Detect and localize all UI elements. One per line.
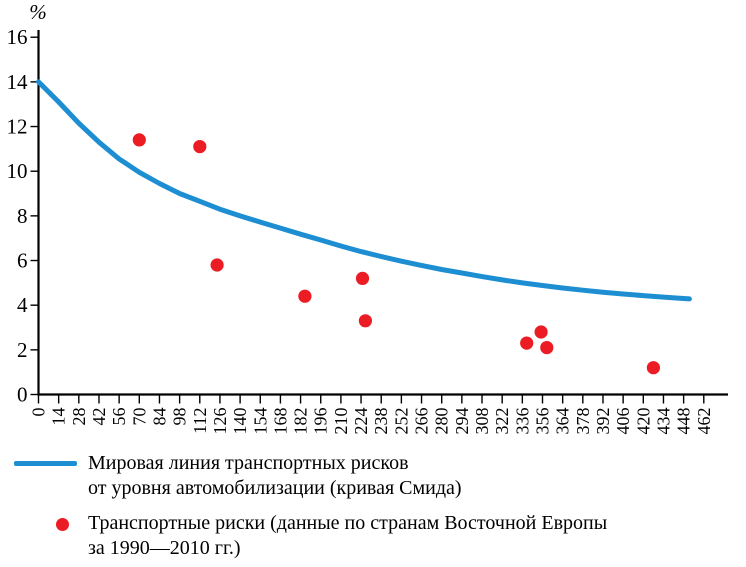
svg-text:420: 420 <box>633 408 653 435</box>
y-axis-labels: 0 2 4 6 8 10 12 14 16 <box>7 25 29 406</box>
svg-text:364: 364 <box>553 408 573 435</box>
svg-text:266: 266 <box>412 408 432 435</box>
svg-text:196: 196 <box>311 408 331 435</box>
x-axis-ticks <box>37 394 705 404</box>
y-axis-ticks <box>30 36 39 396</box>
svg-text:98: 98 <box>170 408 190 426</box>
svg-text:12: 12 <box>7 115 28 139</box>
svg-text:406: 406 <box>613 408 633 435</box>
svg-text:0: 0 <box>17 383 28 407</box>
svg-text:84: 84 <box>149 408 169 426</box>
svg-text:42: 42 <box>89 408 109 426</box>
svg-text:70: 70 <box>129 408 149 426</box>
svg-text:356: 356 <box>533 408 553 435</box>
scatter-points <box>132 133 661 375</box>
svg-text:448: 448 <box>674 408 694 435</box>
smeed-curve <box>36 79 692 302</box>
svg-text:14: 14 <box>7 70 29 94</box>
svg-text:168: 168 <box>270 408 290 435</box>
scatter-dot-swatch-icon <box>56 518 69 531</box>
legend: Мировая линия транспортных рисков от уро… <box>0 451 746 561</box>
svg-text:336: 336 <box>512 408 532 435</box>
legend-entry-curve: Мировая линия транспортных рисков от уро… <box>14 451 746 501</box>
svg-text:294: 294 <box>452 408 472 435</box>
svg-text:238: 238 <box>371 408 391 435</box>
svg-text:126: 126 <box>210 408 230 435</box>
svg-text:322: 322 <box>492 408 512 435</box>
svg-text:154: 154 <box>250 408 270 435</box>
svg-text:6: 6 <box>17 249 28 273</box>
svg-text:0: 0 <box>29 408 49 417</box>
svg-text:16: 16 <box>7 25 28 49</box>
svg-text:2: 2 <box>17 338 28 362</box>
svg-text:392: 392 <box>593 408 613 435</box>
svg-text:28: 28 <box>69 408 89 426</box>
svg-text:56: 56 <box>109 408 129 426</box>
x-axis-labels: 0 14 28 42 56 70 84 98 112 126 140 154 168 182 196 210 2… <box>29 408 714 435</box>
legend-entry-points: Транспортные риски (данные по странам Во… <box>14 511 746 561</box>
svg-text:14: 14 <box>49 408 69 426</box>
curve-line-swatch-icon <box>14 461 77 466</box>
y-axis-unit-label: % <box>29 0 47 24</box>
axes <box>37 30 728 396</box>
svg-text:462: 462 <box>694 408 714 435</box>
svg-text:8: 8 <box>17 204 28 228</box>
svg-text:210: 210 <box>331 408 351 435</box>
legend-points-label-line2: за 1990—2010 гг.) <box>88 537 241 559</box>
svg-text:434: 434 <box>653 408 673 435</box>
svg-text:4: 4 <box>17 293 28 317</box>
svg-text:140: 140 <box>230 408 250 435</box>
legend-curve-label-line2: от уровня автомобилизации (кривая Смида) <box>88 477 462 499</box>
svg-text:280: 280 <box>432 408 452 435</box>
svg-text:%: % <box>29 0 47 24</box>
svg-text:252: 252 <box>391 408 411 435</box>
svg-text:10: 10 <box>7 159 28 183</box>
legend-points-label-line1: Транспортные риски (данные по странам Во… <box>88 512 608 534</box>
svg-text:378: 378 <box>573 408 593 435</box>
svg-text:182: 182 <box>291 408 311 435</box>
svg-text:112: 112 <box>190 408 210 434</box>
svg-text:308: 308 <box>472 408 492 435</box>
svg-text:224: 224 <box>351 408 371 435</box>
legend-curve-label-line1: Мировая линия транспортных рисков <box>88 452 409 474</box>
